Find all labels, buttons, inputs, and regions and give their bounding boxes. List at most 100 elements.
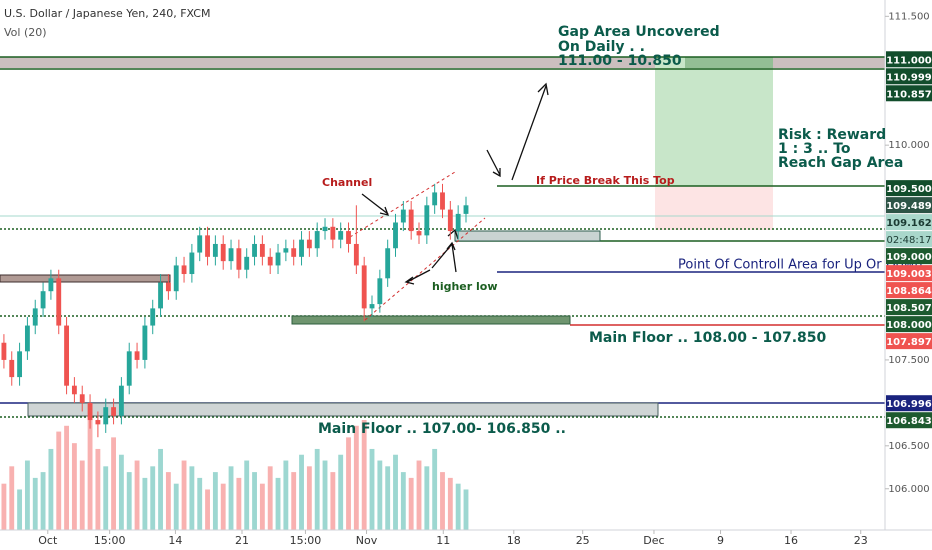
candle-body xyxy=(189,252,195,275)
candle-body xyxy=(267,256,273,266)
annotation: Gap Area Uncovered xyxy=(558,24,720,40)
arrow xyxy=(361,193,390,216)
candle-body xyxy=(244,256,250,270)
volume-bar xyxy=(369,448,375,530)
volume-bar xyxy=(48,448,54,530)
volume-bar xyxy=(330,472,336,530)
price-tag xyxy=(886,299,932,316)
candle-body xyxy=(126,351,132,386)
x-tick-label: 9 xyxy=(717,534,724,547)
x-tick-label: Dec xyxy=(643,534,664,547)
candle-body xyxy=(353,243,359,266)
volume-bar xyxy=(283,460,289,530)
price-tag xyxy=(886,282,932,299)
drawings xyxy=(0,56,885,418)
candle-body xyxy=(377,278,383,305)
volume-bar xyxy=(103,466,109,530)
candle-body xyxy=(181,265,187,275)
price-tag xyxy=(886,180,932,197)
volume-bar xyxy=(228,466,234,530)
price-tag-label: 111.000 xyxy=(886,55,932,66)
annotation: 1 : 3 .. To xyxy=(778,141,851,157)
candle-body xyxy=(197,235,203,253)
x-tick-label: 18 xyxy=(507,534,521,547)
volume-bar xyxy=(259,483,265,530)
candle-body xyxy=(385,248,391,279)
volume-bar xyxy=(197,477,203,530)
volume-bar xyxy=(9,466,15,530)
candle-body xyxy=(259,243,265,257)
candle-body xyxy=(299,239,304,257)
volume-bar xyxy=(150,466,156,530)
volume-bar xyxy=(134,460,140,530)
x-tick-label: 25 xyxy=(576,534,590,547)
price-tag-label: 110.857 xyxy=(886,89,932,100)
candle-body xyxy=(322,226,328,232)
volume-bar xyxy=(299,454,304,530)
zone xyxy=(454,230,601,242)
candle-body xyxy=(338,231,344,240)
price-tag-label: 109.500 xyxy=(886,184,932,195)
candle-body xyxy=(1,342,7,360)
candle-body xyxy=(158,282,163,309)
y-tick-label: 106.500 xyxy=(888,441,929,452)
annotation: Main Floor .. 108.00 - 107.850 xyxy=(589,330,827,346)
annotation: Point Of Controll Area for Up Or Down xyxy=(678,258,923,273)
price-tag xyxy=(886,68,932,85)
volume-bar xyxy=(314,448,320,530)
price-tag-label: 108.507 xyxy=(886,303,932,314)
volume-bar xyxy=(173,483,179,530)
x-tick-label: 11 xyxy=(436,534,450,547)
price-tag xyxy=(886,197,932,214)
volume-bar xyxy=(95,448,101,530)
volume-bar xyxy=(447,477,453,530)
y-tick-label: 106.000 xyxy=(888,484,929,495)
candle-body xyxy=(103,407,109,425)
annotation: Main Floor .. 107.00- 106.850 .. xyxy=(318,421,566,437)
volume-bar xyxy=(56,431,62,530)
candle-body xyxy=(212,243,218,257)
annotation: Risk : Reward xyxy=(778,127,886,143)
arrows xyxy=(361,82,549,285)
volume-bar xyxy=(111,437,116,530)
zone xyxy=(291,315,571,325)
candle-body xyxy=(142,325,148,360)
volume-bar xyxy=(118,454,124,530)
price-tag xyxy=(886,265,932,282)
countdown: 02:48:17 xyxy=(887,235,932,246)
volume-bar xyxy=(1,483,7,530)
candle-body xyxy=(48,278,54,292)
volume-bar xyxy=(385,466,391,530)
price-tag-label: 106.843 xyxy=(886,416,932,427)
stop-zone xyxy=(655,186,773,230)
x-tick-label: 14 xyxy=(168,534,182,547)
volume-bar xyxy=(267,466,273,530)
candle-body xyxy=(205,235,210,257)
volume-bar xyxy=(189,466,195,530)
candle-body xyxy=(236,248,242,270)
candle-body xyxy=(165,282,171,292)
zone xyxy=(0,274,171,283)
volume-bar xyxy=(275,477,281,530)
x-tick-label: 15:00 xyxy=(94,534,126,547)
candle-body xyxy=(134,351,140,360)
price-tag-label: 106.996 xyxy=(886,399,932,410)
candle-body xyxy=(87,402,93,421)
candle-body xyxy=(424,205,430,236)
price-tag xyxy=(886,395,932,412)
volume-bar xyxy=(142,477,148,530)
volume-bar xyxy=(432,448,438,530)
volume-bar xyxy=(408,477,414,530)
y-tick-label: 107.500 xyxy=(888,355,929,366)
price-tag-label: 109.162 xyxy=(886,218,932,229)
price-tag-label: 109.000 xyxy=(886,252,932,263)
volume-bar xyxy=(361,420,367,530)
candle-body xyxy=(447,209,453,232)
target-zone-top xyxy=(685,57,773,68)
price-tag xyxy=(886,412,932,429)
x-tick-label: 16 xyxy=(784,534,798,547)
volume-bar xyxy=(212,472,218,530)
candle-body xyxy=(291,248,297,257)
price-tag xyxy=(886,214,932,231)
volume-bar xyxy=(377,460,383,530)
